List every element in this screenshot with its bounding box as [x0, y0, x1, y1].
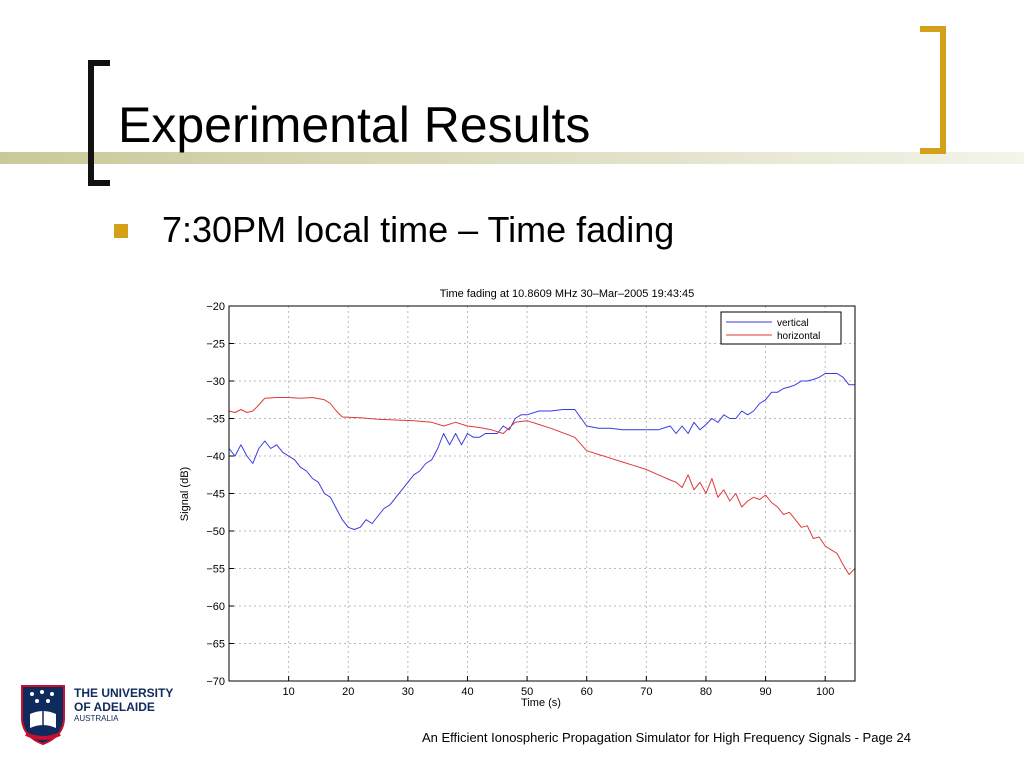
- title-underline-band: [0, 152, 1024, 164]
- x-tick-label: 70: [640, 686, 652, 698]
- logo-text-line1: THE UNIVERSITY: [74, 686, 174, 700]
- y-tick-label: −50: [206, 526, 225, 538]
- x-tick-label: 20: [342, 686, 354, 698]
- series-layer: [228, 373, 856, 575]
- right-bracket-decoration: [920, 26, 946, 154]
- legend-label-horizontal: horizontal: [777, 331, 820, 342]
- x-tick-label: 30: [402, 686, 414, 698]
- chart-container: Time fading at 10.8609 MHz 30–Mar–2005 1…: [160, 282, 860, 712]
- legend-label-vertical: vertical: [777, 318, 809, 329]
- grid-layer: [229, 305, 855, 682]
- chart-legend: vertical horizontal: [720, 311, 842, 345]
- x-tick-label: 90: [759, 686, 771, 698]
- tick-layer: 10 20 30 40 50 60 70 80 90 100 −20 −25 −30 −35 −40 −45 −…: [206, 301, 834, 698]
- x-tick-label: 10: [282, 686, 294, 698]
- bullet-square-icon: [114, 224, 128, 238]
- x-tick-label: 40: [461, 686, 473, 698]
- logo-text-line3: AUSTRALIA: [74, 714, 119, 723]
- time-fading-chart: Time fading at 10.8609 MHz 30–Mar–2005 1…: [179, 288, 856, 709]
- y-tick-label: −30: [206, 376, 225, 388]
- y-tick-label: −20: [206, 301, 225, 313]
- series-line-horizontal: [228, 397, 856, 575]
- y-tick-label: −40: [206, 451, 225, 463]
- series-line-vertical: [228, 373, 855, 530]
- x-tick-label: 60: [581, 686, 593, 698]
- y-axis-label: Signal (dB): [179, 467, 191, 521]
- y-tick-label: −60: [206, 601, 225, 613]
- x-tick-label: 80: [700, 686, 712, 698]
- legend-box: [720, 311, 842, 345]
- bullet-text: 7:30PM local time – Time fading: [162, 209, 675, 250]
- university-logo: THE UNIVERSITY OF ADELAIDE AUSTRALIA: [20, 684, 180, 754]
- x-tick-label: 50: [521, 686, 533, 698]
- y-tick-label: −35: [206, 414, 225, 426]
- y-tick-label: −65: [206, 639, 225, 651]
- logo-text-line2: OF ADELAIDE: [74, 700, 155, 714]
- x-tick-label: 100: [816, 686, 834, 698]
- slide-title: Experimental Results: [118, 97, 591, 153]
- university-crest-icon: [21, 685, 65, 746]
- chart-title: Time fading at 10.8609 MHz 30–Mar–2005 1…: [440, 288, 695, 300]
- x-axis-label: Time (s): [521, 697, 561, 709]
- y-tick-label: −55: [206, 564, 225, 576]
- y-tick-label: −70: [206, 676, 225, 688]
- y-tick-label: −45: [206, 489, 225, 501]
- plot-frame: [228, 305, 856, 682]
- y-tick-label: −25: [206, 339, 225, 351]
- left-bracket-decoration: [88, 60, 110, 186]
- slide-footer: An Efficient Ionospheric Propagation Sim…: [422, 730, 911, 745]
